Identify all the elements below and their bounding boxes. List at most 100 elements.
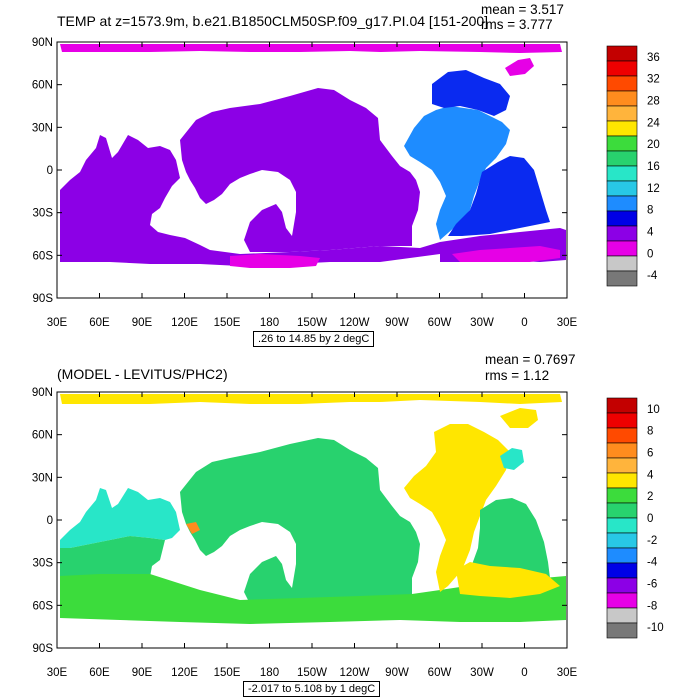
colorbar-label: -6 xyxy=(647,578,657,590)
lon-tick-label: 60E xyxy=(89,317,110,329)
panel-2-range-label: -2.017 to 5.108 by 1 degC xyxy=(243,681,381,697)
colorbar-swatch xyxy=(606,547,638,564)
colorbar-label: 8 xyxy=(647,205,653,217)
lon-tick-label: 60E xyxy=(89,667,110,679)
lon-tick-label: 180 xyxy=(260,667,279,679)
lon-tick-label: 30W xyxy=(470,317,494,329)
colorbar-label: -4 xyxy=(647,270,658,282)
panel-2-pacific-ocean xyxy=(180,438,420,604)
panel-1-arctic-patch xyxy=(505,58,534,76)
lat-tick-label: 30N xyxy=(32,472,53,484)
lon-tick-label: 150W xyxy=(297,667,327,679)
colorbar-swatch xyxy=(606,427,638,444)
lat-tick-label: 90S xyxy=(33,643,54,655)
colorbar-label: 28 xyxy=(647,96,660,108)
lat-tick-label: 60N xyxy=(32,430,53,442)
colorbar-label: -4 xyxy=(647,557,658,569)
colorbar-label: 32 xyxy=(647,74,660,86)
colorbar-swatch xyxy=(606,165,638,182)
colorbar-swatch xyxy=(606,442,638,459)
panel-2-title: (MODEL - LEVITUS/PHC2) xyxy=(57,366,228,382)
lon-tick-label: 90E xyxy=(132,667,153,679)
panel-2-north-atlantic-cyan xyxy=(500,448,524,470)
colorbar-label: -2 xyxy=(647,535,657,547)
colorbar-label: 12 xyxy=(647,183,660,195)
colorbar-swatch xyxy=(606,45,638,62)
colorbar-swatch xyxy=(606,607,638,624)
lat-tick-label: 60N xyxy=(32,80,53,92)
colorbar-swatch xyxy=(606,397,638,414)
colorbar-label: 0 xyxy=(647,513,653,525)
colorbar-swatch xyxy=(606,517,638,534)
panel-1-pacific-ocean xyxy=(180,88,420,252)
panel-1-title: TEMP at z=1573.9m, b.e21.B1850CLM50SP.f0… xyxy=(57,13,489,29)
lat-tick-label: 0 xyxy=(47,165,53,177)
lat-tick-label: 30S xyxy=(33,208,54,220)
colorbar-swatch xyxy=(606,270,638,287)
panel-1-colorbar: 36 32 28 24 20 16 12 8 4 0 -4 xyxy=(606,45,660,287)
colorbar-swatch xyxy=(606,592,638,609)
colorbar-label: 2 xyxy=(647,491,653,503)
colorbar-swatch xyxy=(606,75,638,92)
colorbar-label: -10 xyxy=(647,622,664,634)
panel-2-indian-ocean-cyan xyxy=(60,488,180,548)
colorbar-swatch xyxy=(606,562,638,579)
panel-2-arctic-patch xyxy=(500,408,538,428)
colorbar-swatch xyxy=(606,150,638,167)
lat-tick-label: 30N xyxy=(32,122,53,134)
colorbar-swatch xyxy=(606,225,638,242)
panel-1-arctic-ocean xyxy=(60,44,562,53)
lon-tick-label: 180 xyxy=(260,317,279,329)
colorbar-swatch xyxy=(606,457,638,474)
panel-2-colorbar: 10 8 6 4 2 0 -2 -4 -6 -8 -10 xyxy=(606,397,664,639)
lon-tick-label: 120W xyxy=(339,667,369,679)
colorbar-swatch xyxy=(606,195,638,212)
colorbar-label: 4 xyxy=(647,226,654,238)
colorbar-swatch xyxy=(606,120,638,137)
colorbar-label: 0 xyxy=(647,248,653,260)
panel-1-south-atlantic-blue xyxy=(448,156,550,236)
lon-tick-label: 150W xyxy=(297,317,327,329)
colorbar-label: 8 xyxy=(647,426,653,438)
lon-tick-label: 120E xyxy=(171,667,198,679)
colorbar-swatch xyxy=(606,472,638,489)
colorbar-swatch xyxy=(606,60,638,77)
lon-tick-label: 60W xyxy=(428,317,452,329)
colorbar-label: 16 xyxy=(647,161,660,173)
lat-tick-label: 30S xyxy=(33,558,54,570)
colorbar-swatch xyxy=(606,240,638,257)
panel-1-lat-axis: 90N 60N 30N 0 30S 60S 90S xyxy=(32,37,567,305)
lat-tick-label: 60S xyxy=(33,250,54,262)
panel-1-indian-ocean xyxy=(60,135,440,266)
panel-1-atlantic-dark-blue xyxy=(432,70,510,116)
panel-2-lat-axis: 90N 60N 30N 0 30S 60S 90S xyxy=(32,387,567,655)
lon-tick-label: 120W xyxy=(339,317,369,329)
lat-tick-label: 90N xyxy=(32,37,53,49)
lon-tick-label: 30E xyxy=(47,667,68,679)
panel-2-southern-ocean xyxy=(60,574,566,624)
colorbar-swatch xyxy=(606,412,638,429)
colorbar-label: 6 xyxy=(647,448,653,460)
panel-2-lon-axis: 30E 60E 90E 120E 150E 180 150W 120W 90W 60W 30W 0 30… xyxy=(47,392,578,679)
lon-tick-label: 0 xyxy=(521,317,527,329)
panel-2-map: 90N 60N 30N 0 30S 60S 90S 30E 60E 90E 120E 150E 180… xyxy=(32,387,578,679)
colorbar-swatch xyxy=(606,210,638,227)
panel-2-rms: rms = 1.12 xyxy=(485,368,550,383)
lon-tick-label: 150E xyxy=(214,667,241,679)
lon-tick-label: 30E xyxy=(557,667,578,679)
panel-2-arctic-ocean xyxy=(60,394,562,404)
colorbar-label: 20 xyxy=(647,139,660,151)
lon-tick-label: 30W xyxy=(470,667,494,679)
colorbar-swatch xyxy=(606,105,638,122)
lat-tick-label: 90N xyxy=(32,387,53,399)
colorbar-swatch xyxy=(606,532,638,549)
colorbar-swatch xyxy=(606,577,638,594)
panel-2-atlantic-yellow xyxy=(404,424,510,592)
lat-tick-label: 90S xyxy=(33,293,54,305)
panel-1-atlantic-light-blue xyxy=(404,106,510,240)
colorbar-label: 24 xyxy=(647,117,660,129)
panel-1-range-label: .26 to 14.85 by 2 degC xyxy=(253,331,375,347)
lon-tick-label: 90W xyxy=(385,317,409,329)
lon-tick-label: 30E xyxy=(47,317,68,329)
